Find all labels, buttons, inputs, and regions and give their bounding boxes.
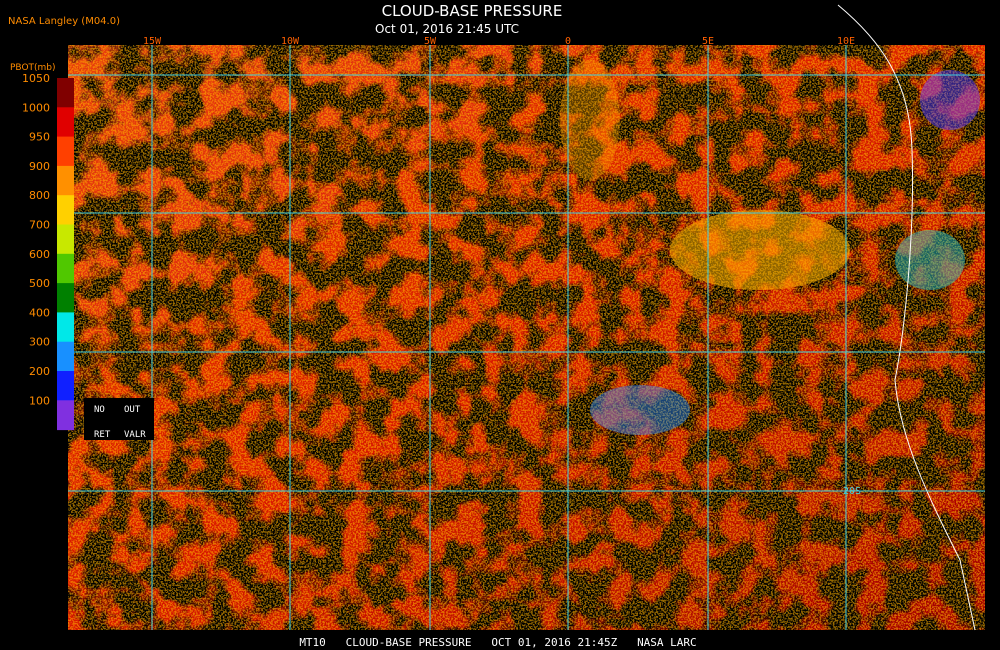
lon-label: 10E (837, 36, 855, 47)
color-swatch (57, 341, 74, 372)
satellite-image (68, 4, 985, 631)
lon-label: 5W (424, 36, 437, 47)
color-swatch (57, 253, 74, 284)
lat-label: 20S (843, 486, 861, 497)
colorbar-label: 900 (29, 160, 50, 173)
flag: OUT (124, 405, 141, 415)
colorbar-label: 200 (29, 365, 50, 378)
color-swatch (57, 312, 74, 343)
colorbar: PBOT(mb) 1050 1000 950 900 800 700 600 500 400 30… (0, 58, 154, 440)
color-swatch (57, 165, 74, 196)
colorbar-label: 100 (29, 394, 50, 407)
flag: NO (94, 405, 105, 415)
footer: MT10 CLOUD-BASE PRESSURE OCT 01, 2016 21… (299, 636, 696, 649)
title: CLOUD-BASE PRESSURE (382, 2, 563, 20)
lon-label: 10W (281, 36, 300, 47)
colorbar-label: 1050 (22, 72, 50, 85)
source: NASA Langley (M04.0) (8, 16, 120, 27)
colorbar-label: 400 (29, 306, 50, 319)
color-swatch (57, 283, 74, 313)
flag: VALR (124, 430, 146, 440)
graticule (68, 45, 985, 630)
lon-labels: 15W 10W 5W 0 5E 10E (143, 36, 855, 47)
colorbar-label: 300 (29, 336, 50, 349)
lon-label: 0 (565, 36, 571, 47)
color-swatch (57, 78, 74, 108)
color-swatch (57, 224, 74, 255)
colorbar-label: 600 (29, 248, 50, 261)
color-swatch (57, 107, 74, 138)
colorbar-label: 1000 (22, 101, 50, 114)
flag: RET (94, 430, 111, 440)
time: Oct 01, 2016 21:45 UTC (375, 22, 519, 36)
color-swatch (57, 195, 74, 225)
lon-label: 15W (143, 36, 162, 47)
lon-label: 5E (702, 36, 714, 47)
colorbar-label: 800 (29, 189, 50, 202)
colorbar-title: PBOT(mb) (10, 63, 56, 73)
color-swatch (57, 136, 74, 167)
color-swatch (57, 400, 74, 431)
colorbar-label: 700 (29, 219, 50, 232)
color-swatch (57, 371, 74, 401)
colorbar-label: 950 (29, 131, 50, 144)
colorbar-label: 500 (29, 277, 50, 290)
